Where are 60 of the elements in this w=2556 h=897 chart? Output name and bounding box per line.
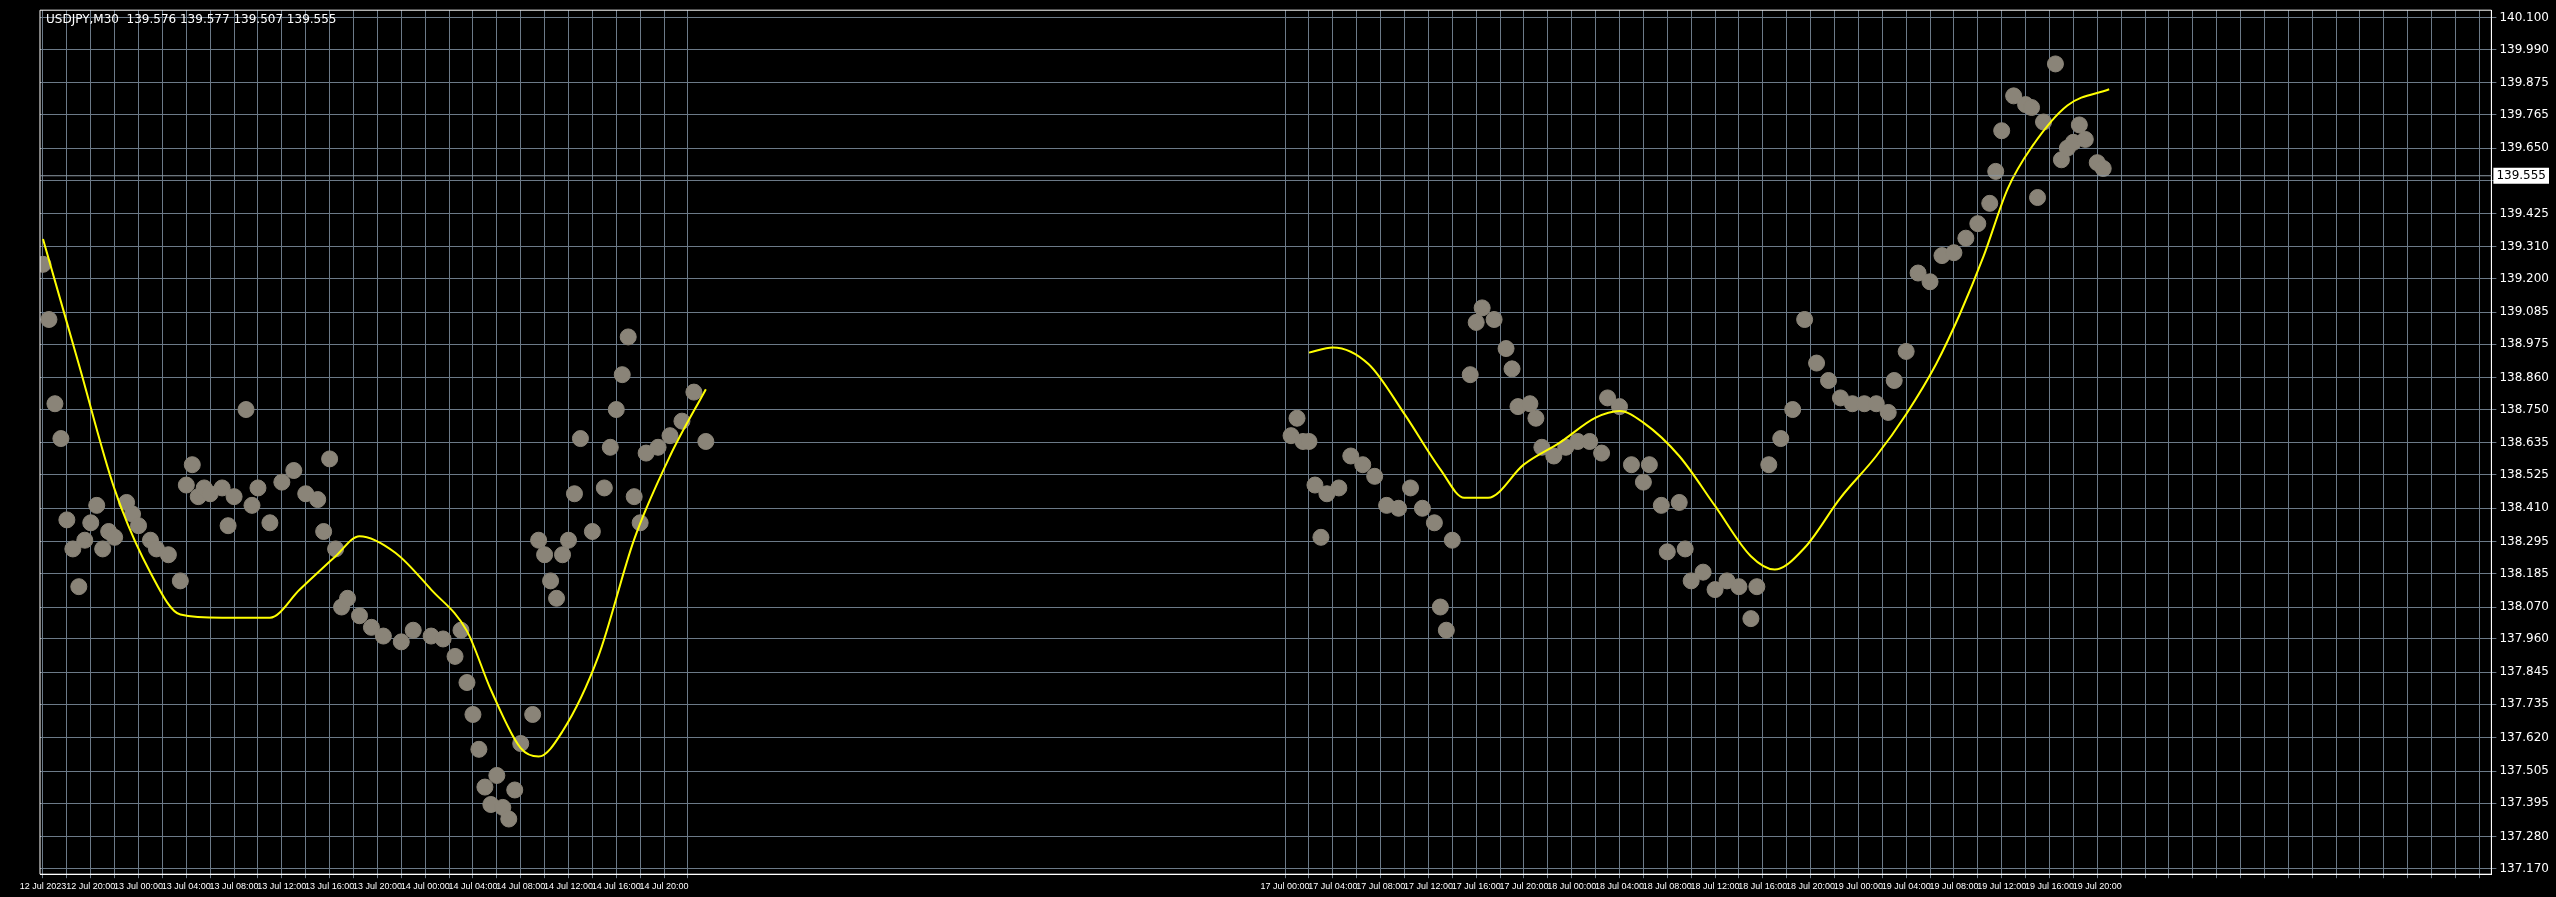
x-tick-label: 19 Jul 12:00 bbox=[1977, 881, 2027, 892]
x-tick-label: 12 Jul 2023 bbox=[19, 881, 67, 892]
x-tick-label: 18 Jul 00:00 bbox=[1547, 881, 1597, 892]
x-tick-label: 17 Jul 04:00 bbox=[1308, 881, 1358, 892]
x-tick-label: 18 Jul 12:00 bbox=[1690, 881, 1740, 892]
y-tick-label: 138.185 bbox=[2499, 565, 2549, 580]
y-tick-label: 138.525 bbox=[2499, 467, 2549, 481]
y-tick-label: 139.990 bbox=[2499, 41, 2549, 56]
y-tick-label: 139.200 bbox=[2499, 270, 2549, 285]
x-tick-label: 13 Jul 16:00 bbox=[305, 881, 355, 892]
x-tick-label: 14 Jul 16:00 bbox=[591, 881, 641, 892]
x-tick-label: 18 Jul 16:00 bbox=[1738, 881, 1788, 892]
x-tick-label: 19 Jul 04:00 bbox=[1881, 881, 1931, 892]
x-tick-label: 17 Jul 12:00 bbox=[1403, 881, 1453, 892]
x-tick-label: 18 Jul 20:00 bbox=[1786, 881, 1836, 892]
y-tick-label: 140.100 bbox=[2499, 9, 2549, 24]
x-tick-label: 12 Jul 20:00 bbox=[66, 881, 116, 892]
y-tick-label: 137.170 bbox=[2499, 860, 2549, 875]
y-tick-label: 139.650 bbox=[2499, 140, 2549, 155]
y-tick-label: 137.960 bbox=[2499, 631, 2549, 646]
x-tick-label: 13 Jul 04:00 bbox=[161, 881, 211, 892]
y-tick-label: 138.410 bbox=[2499, 500, 2549, 515]
y-tick-label: 137.505 bbox=[2499, 763, 2549, 778]
x-tick-label: 18 Jul 04:00 bbox=[1594, 881, 1645, 892]
x-tick-label: 14 Jul 04:00 bbox=[448, 881, 498, 892]
x-tick-label: 17 Jul 20:00 bbox=[1499, 881, 1549, 892]
y-tick-label: 138.295 bbox=[2499, 533, 2549, 548]
x-tick-label: 13 Jul 20:00 bbox=[352, 881, 402, 892]
x-tick-label: 14 Jul 08:00 bbox=[496, 881, 546, 892]
y-tick-label: 137.280 bbox=[2499, 828, 2549, 843]
x-tick-label: 18 Jul 08:00 bbox=[1642, 881, 1692, 892]
y-tick-label: 137.620 bbox=[2499, 729, 2549, 744]
x-tick-label: 17 Jul 08:00 bbox=[1356, 881, 1406, 892]
x-tick-label: 14 Jul 12:00 bbox=[543, 881, 594, 892]
ref-line-label: 139.555 bbox=[2496, 167, 2546, 182]
y-tick-label: 139.310 bbox=[2499, 239, 2549, 254]
x-tick-label: 13 Jul 12:00 bbox=[257, 881, 307, 892]
y-tick-label: 137.395 bbox=[2499, 795, 2549, 810]
x-tick-label: 19 Jul 16:00 bbox=[2024, 881, 2074, 892]
y-tick-label: 138.750 bbox=[2499, 401, 2549, 416]
y-tick-label: 139.875 bbox=[2499, 74, 2549, 89]
x-tick-label: 13 Jul 08:00 bbox=[209, 881, 259, 892]
y-tick-label: 139.425 bbox=[2499, 205, 2549, 220]
y-tick-label: 139.765 bbox=[2499, 106, 2549, 121]
y-tick-label: 139.085 bbox=[2499, 304, 2549, 319]
x-tick-label: 19 Jul 00:00 bbox=[1833, 881, 1883, 892]
x-tick-label: 17 Jul 16:00 bbox=[1451, 881, 1501, 892]
y-tick-label: 137.735 bbox=[2499, 696, 2549, 711]
chart-title: USDJPY,M30 139.576 139.577 139.507 139.555 bbox=[46, 12, 337, 27]
y-tick-label: 138.860 bbox=[2499, 369, 2549, 384]
y-tick-label: 138.635 bbox=[2499, 435, 2549, 450]
x-tick-label: 17 Jul 00:00 bbox=[1260, 881, 1310, 892]
y-tick-label: 137.845 bbox=[2499, 664, 2549, 679]
x-tick-label: 19 Jul 08:00 bbox=[1929, 881, 1979, 892]
x-tick-label: 14 Jul 20:00 bbox=[639, 881, 689, 892]
x-tick-label: 14 Jul 00:00 bbox=[400, 881, 450, 892]
x-tick-label: 13 Jul 00:00 bbox=[114, 881, 164, 892]
y-tick-label: 138.975 bbox=[2499, 336, 2549, 351]
y-tick-label: 138.070 bbox=[2499, 599, 2549, 614]
x-tick-label: 19 Jul 20:00 bbox=[2072, 881, 2122, 892]
